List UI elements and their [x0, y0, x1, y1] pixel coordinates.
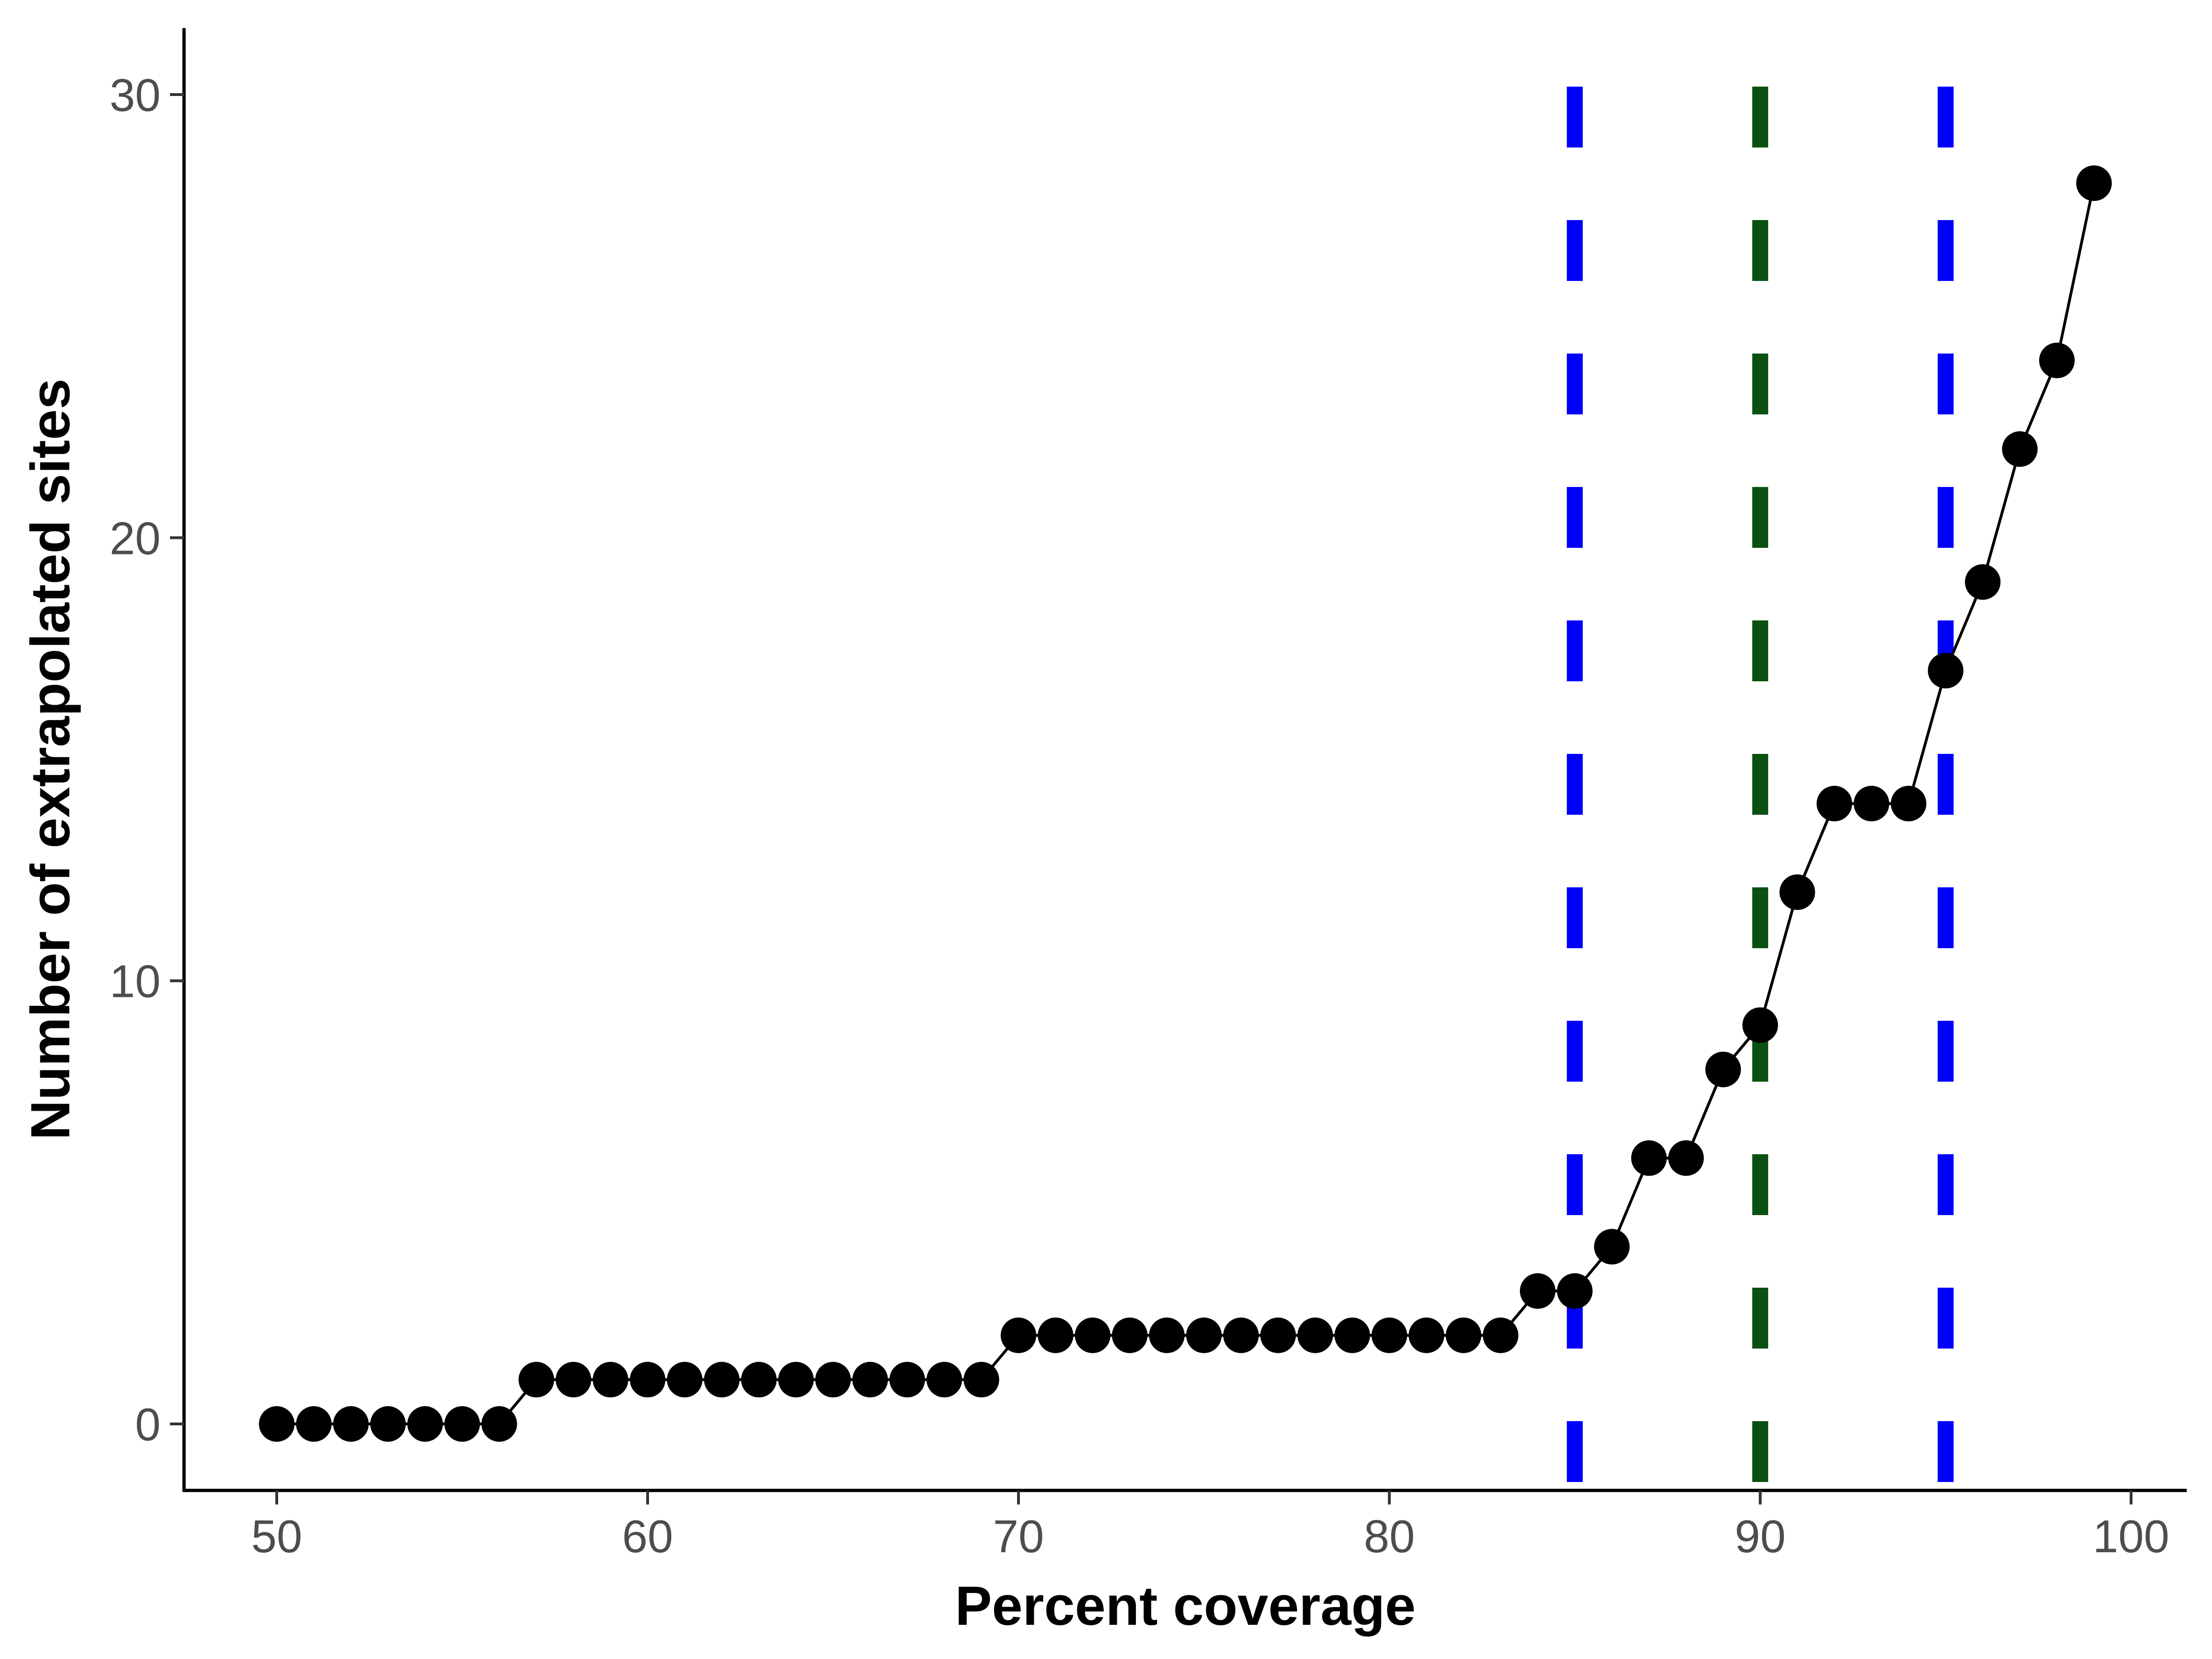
data-point: [815, 1362, 851, 1398]
data-point: [1223, 1317, 1259, 1353]
data-point: [1445, 1317, 1482, 1353]
x-tick-label: 60: [622, 1511, 673, 1562]
axes: [182, 28, 2187, 1492]
x-tick-label: 100: [2093, 1511, 2169, 1562]
data-point: [333, 1406, 369, 1442]
data-point: [1742, 1007, 1778, 1043]
x-axis-title: Percent coverage: [955, 1575, 1416, 1637]
data-point: [1408, 1317, 1445, 1353]
data-point: [667, 1362, 703, 1398]
data-point: [1890, 786, 1926, 822]
data-point: [407, 1406, 443, 1442]
x-tick-label: 80: [1364, 1511, 1415, 1562]
data-point: [1482, 1317, 1519, 1353]
data-point: [1112, 1317, 1148, 1353]
data-point: [1816, 786, 1852, 822]
data-point: [1779, 874, 1815, 910]
y-tick-label: 0: [135, 1399, 161, 1450]
y-axis-title: Number of extrapolated sites: [20, 378, 81, 1140]
data-point: [1557, 1273, 1593, 1309]
data-point: [704, 1362, 740, 1398]
data-point: [2076, 165, 2112, 201]
axis-ticks: 50 60 70 80 90 100 0 10 20 30: [110, 69, 2169, 1562]
data-point: [630, 1362, 666, 1398]
data-point: [2002, 431, 2038, 467]
data-point: [1631, 1140, 1667, 1176]
x-tick-label: 50: [251, 1511, 302, 1562]
data-point: [296, 1406, 332, 1442]
data-point: [1519, 1273, 1556, 1309]
data-point: [1260, 1317, 1296, 1353]
data-point: [444, 1406, 480, 1442]
data-point: [370, 1406, 406, 1442]
data-point: [1038, 1317, 1074, 1353]
data-point: [1149, 1317, 1185, 1353]
data-point: [778, 1362, 814, 1398]
data-point: [1705, 1051, 1741, 1087]
data-point: [2039, 342, 2075, 378]
x-tick-label: 70: [993, 1511, 1044, 1562]
data-point: [481, 1406, 517, 1442]
y-tick-label: 20: [110, 512, 161, 564]
data-point: [1075, 1317, 1111, 1353]
data-point: [889, 1362, 925, 1398]
data-point: [1594, 1229, 1630, 1265]
data-point: [1371, 1317, 1408, 1353]
data-point: [1001, 1317, 1037, 1353]
data-point: [1334, 1317, 1370, 1353]
data-point: [1186, 1317, 1222, 1353]
data-point: [555, 1362, 591, 1398]
x-tick-label: 90: [1735, 1511, 1786, 1562]
data-point: [259, 1406, 295, 1442]
data-point: [1668, 1140, 1704, 1176]
data-point: [852, 1362, 888, 1398]
data-series: [259, 165, 2112, 1442]
data-point: [963, 1362, 999, 1398]
data-point: [926, 1362, 962, 1398]
data-point: [1853, 786, 1889, 822]
y-tick-label: 30: [110, 69, 161, 121]
data-point: [1928, 653, 1964, 689]
data-point: [741, 1362, 777, 1398]
data-point: [1965, 564, 2001, 600]
data-point: [592, 1362, 628, 1398]
reference-lines: [1567, 87, 1954, 1490]
data-point: [1297, 1317, 1333, 1353]
data-point: [518, 1362, 554, 1398]
y-tick-label: 10: [110, 956, 161, 1007]
